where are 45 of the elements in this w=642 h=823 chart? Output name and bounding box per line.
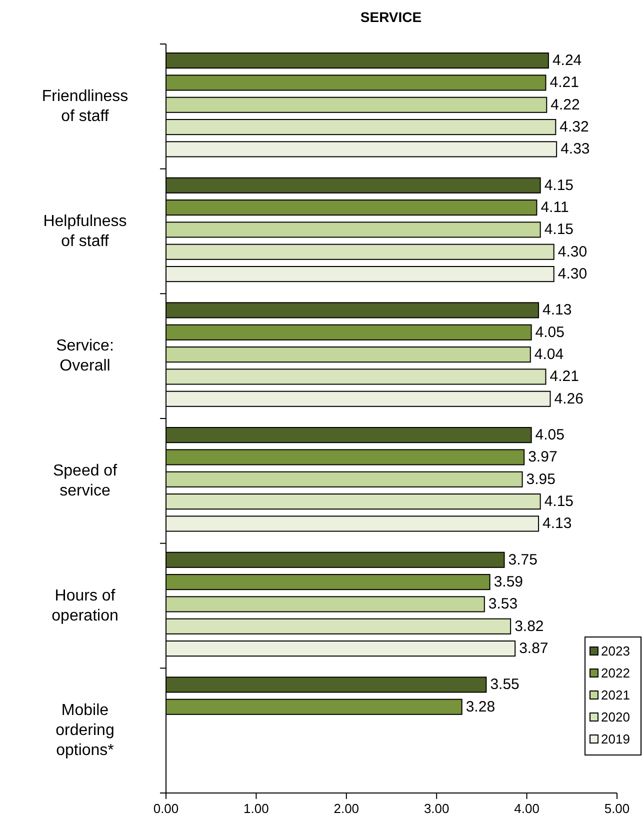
- x-tick-label: 4.00: [514, 801, 540, 816]
- data-label: 4.11: [540, 199, 569, 216]
- y-tick-label: Service: Overall: [56, 338, 114, 375]
- data-label: 3.97: [528, 448, 558, 466]
- data-label: 4.30: [558, 243, 588, 260]
- y-tick-label: Mobile ordering options*: [56, 702, 114, 760]
- legend-label: 2022: [601, 666, 630, 680]
- legend-label: 2021: [601, 688, 630, 702]
- data-label: 4.21: [550, 368, 579, 386]
- data-label: 4.26: [554, 390, 584, 408]
- data-label: 4.05: [535, 324, 565, 341]
- data-label: 3.59: [494, 574, 524, 591]
- legend-label: 2020: [601, 710, 630, 724]
- data-label: 3.82: [514, 618, 544, 635]
- data-label: 4.24: [552, 52, 582, 70]
- y-tick-label: Speed of service: [52, 462, 118, 500]
- x-tick-label: 2.00: [334, 801, 360, 816]
- data-label: 4.30: [558, 266, 588, 283]
- data-label: 4.15: [544, 176, 574, 194]
- data-label: 4.32: [560, 118, 589, 136]
- legend-label: 2019: [601, 732, 630, 746]
- data-label: 4.21: [550, 74, 579, 92]
- data-label: 3.55: [490, 676, 520, 694]
- x-tick-label: 5.00: [604, 801, 630, 816]
- data-label: 4.13: [542, 302, 572, 319]
- data-label: 4.33: [560, 140, 590, 158]
- data-label: 4.15: [544, 221, 574, 238]
- data-label: 4.05: [535, 426, 565, 444]
- data-label: 3.75: [508, 551, 538, 568]
- chart-title: SERVICE: [360, 9, 422, 25]
- x-tick-label: 0.00: [153, 801, 179, 816]
- y-tick-label: Hours of operation: [52, 587, 118, 624]
- data-label: 4.22: [550, 96, 580, 114]
- data-label: 3.87: [519, 640, 548, 658]
- data-label: 4.13: [542, 515, 572, 532]
- y-tick-label: Helpfulness of staff: [43, 212, 127, 250]
- data-label: 3.95: [526, 470, 556, 488]
- data-label: 3.28: [466, 698, 496, 716]
- x-tick-label: 1.00: [244, 801, 269, 816]
- data-label: 4.04: [534, 346, 564, 364]
- y-tick-label: Friendliness of staff: [42, 88, 128, 125]
- data-label: 3.53: [488, 596, 518, 613]
- legend-label: 2023: [601, 644, 630, 658]
- x-tick-label: 3.00: [424, 801, 450, 816]
- data-label: 4.15: [544, 493, 574, 510]
